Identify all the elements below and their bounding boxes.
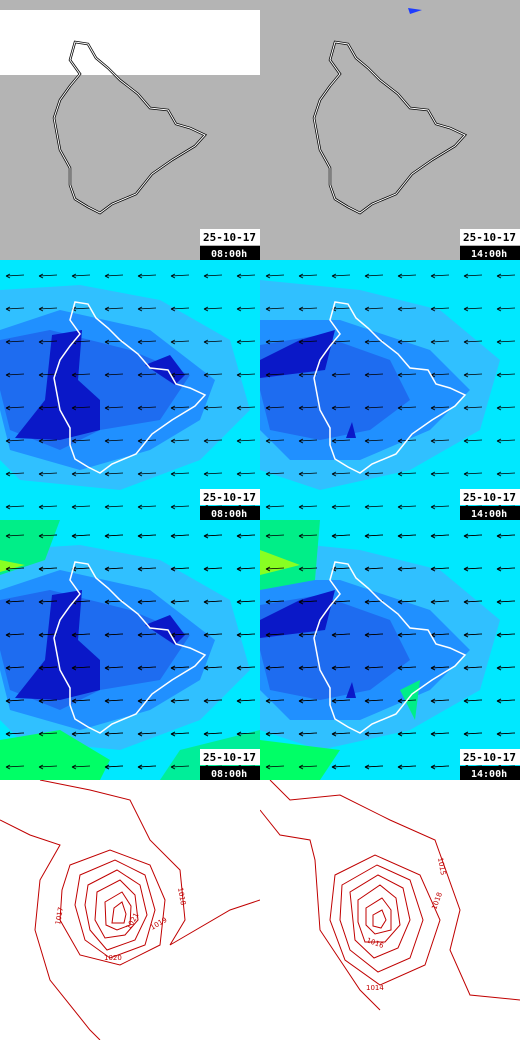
contour-label: 1016 xyxy=(365,936,385,950)
time-label: 14:00h xyxy=(471,769,507,780)
pressure-panel: 1015 1018 1016 1014 xyxy=(260,780,520,1011)
time-label: 08:00h xyxy=(211,509,247,520)
radar-panel: 25-10-17 08:00h xyxy=(0,0,260,260)
contour-label: 1020 xyxy=(104,954,122,962)
wind-panel: 25-10-17 14:00h xyxy=(260,520,520,780)
time-label: 14:00h xyxy=(471,249,507,260)
date-label: 25-10-17 xyxy=(463,751,516,764)
date-label: 25-10-17 xyxy=(203,751,256,764)
contour-label: 1014 xyxy=(366,984,384,992)
contour-label: 1019 xyxy=(149,916,168,932)
contour-label: 1015 xyxy=(436,857,447,876)
wind-panel: 25-10-17 08:00h xyxy=(0,520,260,780)
contour-label: 1021 xyxy=(125,912,141,931)
date-label: 25-10-17 xyxy=(463,231,516,244)
radar-panel: 25-10-17 14:00h xyxy=(260,0,520,260)
time-label: 14:00h xyxy=(471,509,507,520)
contour-label: 1018 xyxy=(430,891,444,910)
contour-label: 1017 xyxy=(54,906,65,925)
date-label: 25-10-17 xyxy=(203,231,256,244)
contour-label: 1018 xyxy=(176,887,187,906)
time-label: 08:00h xyxy=(211,249,247,260)
date-label: 25-10-17 xyxy=(203,491,256,504)
date-label: 25-10-17 xyxy=(463,491,516,504)
pressure-panel: 1017 1018 1021 1019 1020 xyxy=(0,780,260,1040)
wind-panel: 25-10-17 14:00h xyxy=(260,260,520,520)
wind-panel: 25-10-17 08:00h xyxy=(0,260,260,520)
time-label: 08:00h xyxy=(211,769,247,780)
